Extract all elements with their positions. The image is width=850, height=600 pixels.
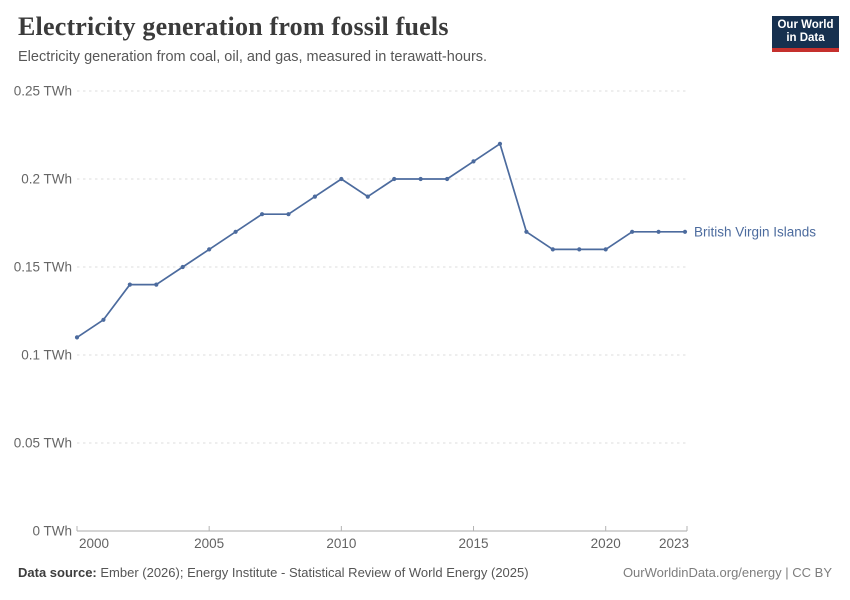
x-tick-label: 2015	[458, 536, 488, 551]
data-source: Data source: Ember (2026); Energy Instit…	[18, 565, 529, 580]
y-tick-label: 0.05 TWh	[14, 436, 72, 451]
data-point[interactable]	[339, 176, 344, 182]
y-tick-label: 0.1 TWh	[21, 348, 72, 363]
y-tick-label: 0 TWh	[32, 524, 72, 539]
y-tick-label: 0.15 TWh	[14, 260, 72, 275]
y-tick-label: 0.2 TWh	[21, 172, 72, 187]
y-tick-label: 0.25 TWh	[14, 84, 72, 99]
x-tick-label: 2000	[79, 536, 109, 551]
data-point[interactable]	[550, 247, 555, 252]
data-point[interactable]	[497, 141, 503, 146]
data-point[interactable]	[444, 176, 450, 182]
data-point[interactable]	[603, 247, 608, 252]
series-label[interactable]: British Virgin Islands	[694, 224, 816, 239]
logo-line-1: Our World	[777, 19, 834, 31]
data-point[interactable]	[154, 282, 159, 287]
data-point[interactable]	[101, 317, 106, 322]
data-point[interactable]	[630, 229, 635, 234]
data-point[interactable]	[365, 194, 370, 199]
data-point[interactable]	[392, 176, 397, 182]
data-point[interactable]	[312, 194, 318, 199]
data-source-text: Ember (2026); Energy Institute - Statist…	[96, 565, 529, 580]
data-point[interactable]	[180, 264, 185, 270]
x-tick-label: 2005	[194, 536, 224, 551]
data-point[interactable]	[682, 229, 688, 234]
data-point[interactable]	[524, 229, 529, 234]
data-source-label: Data source:	[18, 565, 97, 580]
x-tick-label: 2023	[659, 536, 689, 551]
data-point[interactable]	[233, 229, 238, 234]
data-point[interactable]	[656, 229, 661, 234]
data-point[interactable]	[259, 212, 265, 217]
data-point[interactable]	[74, 335, 80, 340]
logo-line-2: in Data	[786, 31, 825, 44]
owid-logo[interactable]: Our World in Data	[772, 16, 839, 52]
data-point[interactable]	[471, 159, 476, 164]
data-point[interactable]	[286, 212, 291, 217]
data-point[interactable]	[207, 247, 212, 252]
footer-link[interactable]: OurWorldinData.org/energy | CC BY	[622, 565, 832, 580]
data-point[interactable]	[127, 282, 132, 287]
owid-logo-text: Our World in Data	[777, 19, 833, 48]
chart-footer: Data source: Ember (2026); Energy Instit…	[18, 565, 832, 580]
x-tick-label: 2020	[591, 536, 621, 551]
data-point[interactable]	[577, 247, 582, 252]
data-point[interactable]	[418, 176, 423, 182]
x-tick-label: 2010	[326, 536, 356, 551]
chart-header: Electricity generation from fossil fuels…	[18, 12, 755, 66]
series-line[interactable]	[76, 142, 686, 339]
chart-title: Electricity generation from fossil fuels	[18, 12, 449, 41]
chart-subtitle: Electricity generation from coal, oil, a…	[18, 48, 488, 65]
